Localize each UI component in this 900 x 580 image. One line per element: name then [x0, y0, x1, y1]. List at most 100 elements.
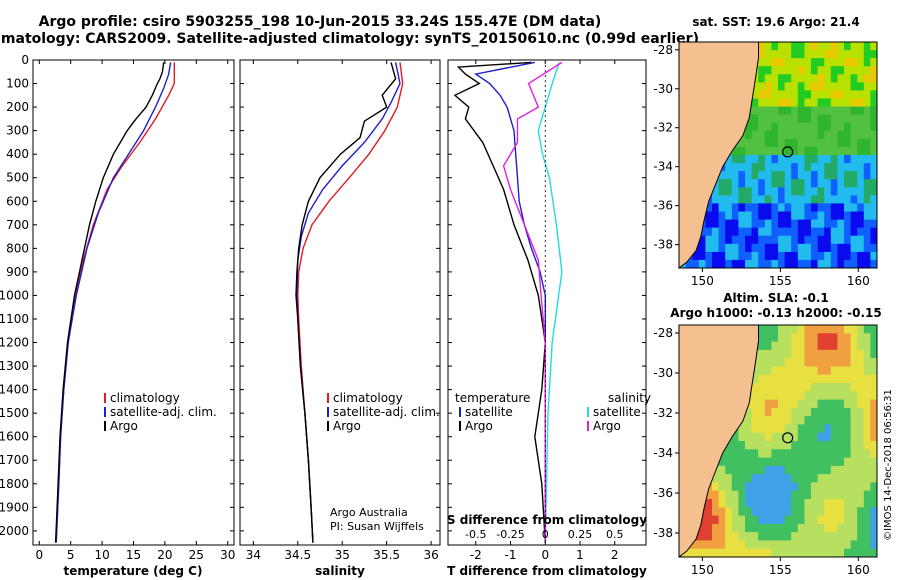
map-cell — [850, 465, 858, 475]
map-cell — [817, 482, 825, 492]
map-cell — [745, 548, 752, 558]
map-cell — [751, 146, 759, 156]
map-cell — [870, 507, 878, 516]
map-cell — [797, 138, 805, 148]
map-cell — [830, 155, 838, 164]
map-cell — [870, 58, 878, 67]
map-cell — [857, 171, 865, 180]
map-cell — [771, 333, 779, 342]
y-tick-label: 300 — [6, 124, 29, 138]
map-cell — [791, 432, 799, 442]
map-cell — [844, 515, 851, 525]
map-cell — [771, 114, 779, 124]
map-cell — [844, 341, 851, 351]
map-cell — [712, 548, 719, 558]
map-cell — [870, 82, 878, 91]
map-cell — [778, 98, 785, 107]
map-cell — [758, 474, 766, 483]
map-cell — [817, 383, 825, 392]
map-cell — [863, 50, 871, 59]
map-cell — [771, 424, 779, 434]
map-cell — [738, 532, 746, 541]
map-cell — [751, 457, 759, 467]
map-cell — [870, 474, 878, 483]
map-cell — [751, 366, 759, 376]
map-cell — [791, 66, 799, 75]
map-cell — [778, 235, 785, 245]
map-cell — [870, 532, 878, 541]
y-tick-label: 700 — [6, 218, 29, 232]
map-cell — [817, 219, 825, 229]
map-cell — [811, 482, 818, 492]
map-cell — [817, 325, 825, 334]
map-cell — [778, 474, 785, 483]
map-cell — [771, 482, 779, 492]
map-cell — [870, 407, 878, 417]
map-cell — [844, 457, 851, 467]
map-cell — [857, 106, 865, 116]
map-cell — [712, 203, 719, 212]
map-cell — [784, 540, 792, 550]
map-cell — [791, 114, 799, 124]
map-cell — [857, 424, 865, 434]
map-cell — [771, 227, 779, 237]
map-cell — [751, 235, 759, 245]
map-cell — [712, 235, 719, 245]
map-cell — [745, 474, 752, 483]
map-cell — [718, 187, 726, 196]
map-cell — [745, 219, 752, 229]
map-cell — [837, 532, 845, 541]
map-cell — [863, 42, 871, 51]
map-cell — [705, 259, 713, 269]
map-cell — [738, 432, 746, 442]
map-cell — [830, 187, 838, 196]
map-cell — [725, 203, 733, 212]
panel-sst-map: -28 -30 -32 -34 -36 -38 150 155 160 sat. SST: 19.… — [653, 15, 878, 288]
map-cell — [705, 219, 713, 229]
map-cell — [797, 50, 805, 59]
map-cell — [804, 243, 812, 253]
map-cell — [764, 341, 772, 351]
map-cell — [830, 82, 838, 91]
map-cell — [791, 50, 799, 59]
map-cell — [863, 424, 871, 434]
x-tick-label: 0 — [35, 548, 43, 562]
map-cell — [738, 523, 746, 533]
map-cell — [824, 482, 832, 492]
map-cell — [804, 146, 812, 156]
map-cell — [797, 211, 805, 220]
y-tick-label: 1400 — [0, 383, 29, 397]
map-cell — [718, 548, 726, 558]
map-cell — [778, 441, 785, 450]
map-cell — [764, 515, 772, 525]
map-cell — [824, 187, 832, 196]
map-cell — [830, 90, 838, 99]
map-cell — [863, 122, 871, 132]
map-cell — [837, 399, 845, 409]
map-cell — [817, 98, 825, 107]
map-cell — [778, 106, 785, 116]
map-cell — [817, 50, 825, 59]
map-cell — [817, 432, 825, 442]
map-cell — [778, 383, 785, 392]
map-cell — [731, 474, 739, 483]
map-cell — [718, 219, 726, 229]
map-cell — [824, 349, 832, 359]
map-cell — [857, 366, 865, 376]
map-cell — [844, 243, 851, 253]
map-cell — [791, 366, 799, 376]
map-cell — [731, 499, 739, 508]
map-cell — [863, 383, 871, 392]
sla-map-frame — [678, 324, 878, 558]
map-y-tick-label: -34 — [653, 446, 673, 460]
map-cell — [830, 399, 838, 409]
map-cell — [764, 74, 772, 83]
map-cell — [784, 122, 792, 132]
map-cell — [791, 474, 799, 483]
map-cell — [863, 449, 871, 458]
map-cell — [797, 416, 805, 425]
map-cell — [731, 482, 739, 492]
map-cell — [870, 98, 878, 107]
y-tick-label: 1000 — [0, 288, 29, 302]
map-cell — [844, 416, 851, 425]
